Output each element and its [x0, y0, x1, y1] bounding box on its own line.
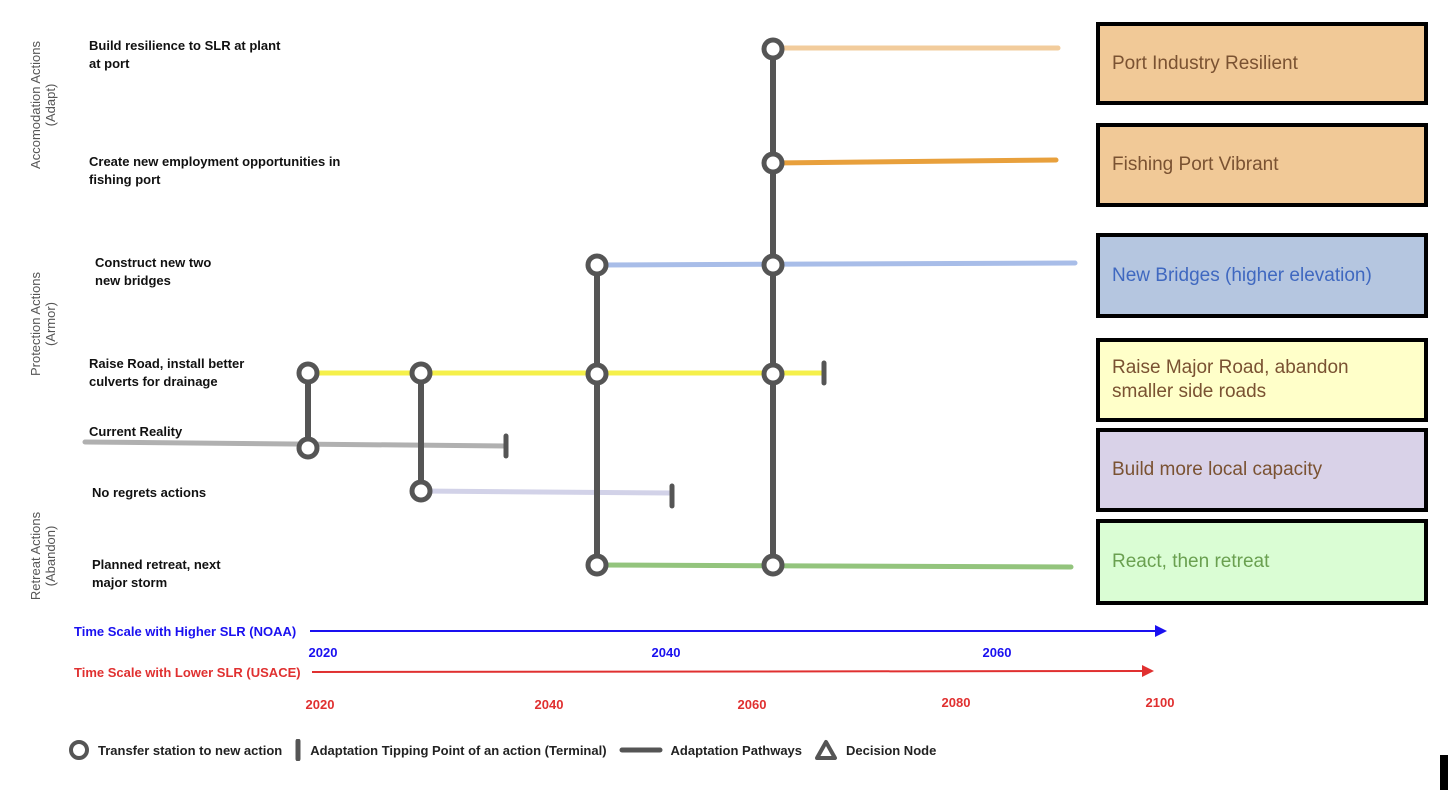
- outcome-box-react-retreat: React, then retreat: [1096, 519, 1428, 605]
- timescale-low-tick: 2020: [305, 697, 335, 712]
- outcome-box-local-capacity: Build more local capacity: [1096, 428, 1428, 512]
- decision-node-icon: [815, 740, 838, 760]
- line-no-regrets: [418, 488, 675, 496]
- timescale-high-label: Time Scale with Higher SLR (NOAA): [74, 624, 297, 639]
- timescale-low-arrow: [311, 665, 1154, 678]
- timescale-low-tick: 2080: [941, 695, 971, 710]
- transfer-node: [585, 553, 609, 577]
- outcome-label: React, then retreat: [1112, 551, 1270, 572]
- outcome-label: Build more local capacity: [1112, 459, 1323, 480]
- line-fishing-port: [770, 157, 1059, 166]
- outcome-box-raise-major-road: Raise Major Road, abandon smaller side r…: [1096, 338, 1428, 422]
- legend-label: Transfer station to new action: [98, 742, 283, 758]
- outcome-box-fishing-port: Fishing Port Vibrant: [1096, 123, 1428, 207]
- line-planned-retreat: [594, 562, 1074, 570]
- timescale-low-tick: 2060: [737, 697, 767, 712]
- timescale-high-tick: 2060: [982, 645, 1012, 660]
- transfer-node: [409, 361, 433, 385]
- line-current-reality: [82, 439, 509, 449]
- legend: Transfer station to new action Adaptatio…: [68, 738, 948, 762]
- transfer-node: [761, 362, 785, 386]
- action-label-no-regrets: No regrets actions: [92, 485, 207, 500]
- transfer-node: [296, 436, 320, 460]
- timescale-low-tick: 2040: [534, 697, 564, 712]
- transfer-node: [761, 151, 785, 175]
- transfer-node: [761, 37, 785, 61]
- action-label-raise-road: Raise Road, install better culverts for …: [89, 356, 245, 389]
- legend-label: Decision Node: [846, 742, 937, 758]
- pathway-line-icon: [619, 747, 663, 753]
- transfer-node: [585, 362, 609, 386]
- action-label-employment: Create new employment opportunities in f…: [89, 154, 341, 187]
- legend-item-transfer: Transfer station to new action: [68, 739, 282, 761]
- timescale-low-tick: 2100: [1145, 695, 1175, 710]
- line-new-bridges: [594, 260, 1078, 268]
- transfer-node: [409, 479, 433, 503]
- action-label-current-reality: Current Reality: [89, 424, 183, 439]
- transfer-node: [761, 553, 785, 577]
- action-label-planned-retreat: Planned retreat, next major storm: [92, 557, 221, 590]
- outcome-box-new-bridges: New Bridges (higher elevation): [1096, 233, 1428, 318]
- outcome-label: Port Industry Resilient: [1112, 52, 1298, 74]
- legend-item-decision: Decision Node: [814, 739, 936, 761]
- outcome-label: Raise Major Road, abandon smaller side r…: [1112, 357, 1349, 402]
- timescale-high-tick: 2020: [308, 645, 338, 660]
- legend-label: Adaptation Tipping Point of an action (T…: [310, 742, 607, 758]
- legend-label: Adaptation Pathways: [670, 742, 803, 758]
- transfer-station-icon: [69, 740, 89, 760]
- tipping-point-icon: [295, 739, 301, 761]
- outcome-label: Fishing Port Vibrant: [1112, 154, 1279, 175]
- transfer-node: [761, 253, 785, 277]
- action-label-build-resilience: Build resilience to SLR at plant at port: [89, 38, 281, 71]
- outcome-box-port-industry: Port Industry Resilient: [1096, 22, 1428, 105]
- legend-item-pathways: Adaptation Pathways: [619, 739, 802, 761]
- transfer-node: [296, 361, 320, 385]
- legend-item-tipping: Adaptation Tipping Point of an action (T…: [294, 739, 607, 761]
- timescale-low-label: Time Scale with Lower SLR (USACE): [74, 665, 301, 680]
- transfer-node: [585, 253, 609, 277]
- outcome-label: New Bridges (higher elevation): [1112, 264, 1372, 286]
- timescale-high-tick: 2040: [651, 645, 681, 660]
- corner-mark: [1440, 755, 1448, 790]
- action-label-bridges: Construct new two new bridges: [95, 255, 212, 288]
